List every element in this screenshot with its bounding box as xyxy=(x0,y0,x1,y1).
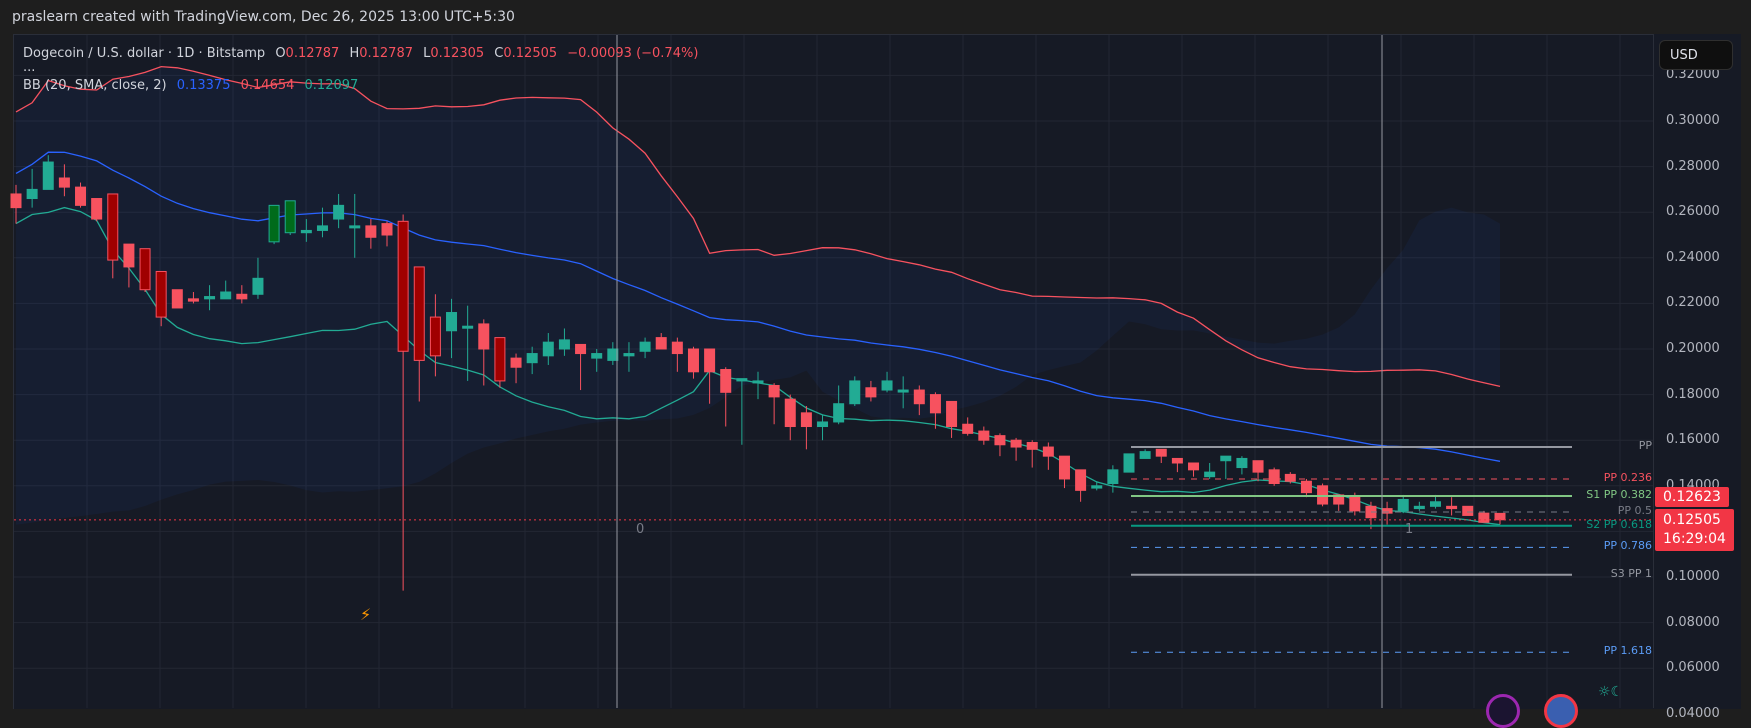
axis-tick: 0.04000 xyxy=(1666,705,1720,721)
low-label: L xyxy=(423,46,431,61)
lightning-icon[interactable]: ⚡ xyxy=(360,605,372,624)
pivot-label: PP 1.618 xyxy=(1603,644,1652,658)
session-sun-moon-icon[interactable]: ☼☾ xyxy=(1598,684,1624,700)
price-plot[interactable] xyxy=(0,0,1751,708)
high-label: H xyxy=(349,46,360,61)
more-toggle[interactable]: ... xyxy=(23,60,36,75)
close-label: C xyxy=(494,46,504,61)
pivot-label: PP 0.786 xyxy=(1603,539,1652,553)
axis-tick: 0.20000 xyxy=(1666,341,1720,356)
open-value: 0.12787 xyxy=(285,46,340,61)
marker-one: 1 xyxy=(1405,522,1414,537)
marker-zero: 0 xyxy=(636,522,645,537)
low-value: 0.12305 xyxy=(430,46,485,61)
axis-tick: 0.24000 xyxy=(1666,249,1720,265)
bb-row[interactable]: BB (20, SMA, close, 2) 0.13375 0.14654 0… xyxy=(23,76,698,96)
bb-upper-value: 0.14654 xyxy=(240,78,295,93)
axis-tick: 0.22000 xyxy=(1666,295,1720,311)
change-value: −0.00093 (−0.74%) xyxy=(567,46,699,61)
legend: Dogecoin / U.S. dollar · 1D · Bitstamp O… xyxy=(23,44,698,96)
us-flag-event-icon[interactable] xyxy=(1544,694,1578,728)
bb-basis-value: 0.13375 xyxy=(176,78,231,93)
pivot-label: S2 PP 0.618 xyxy=(1586,517,1652,531)
axis-tick: 0.28000 xyxy=(1666,158,1720,174)
last-price-tag: 0.12505 16:29:04 xyxy=(1655,509,1734,551)
axis-tick: 0.10000 xyxy=(1666,569,1720,584)
price-axis[interactable]: 0.32000 0.30000 0.28000 0.26000 0.24000 0.220… xyxy=(1653,34,1741,721)
caption-bar: praslearn created with TradingView.com, … xyxy=(0,0,1751,34)
pivot-label: PP 0.5 xyxy=(1617,504,1652,518)
countdown-value: 16:29:04 xyxy=(1663,531,1726,547)
bb-lower-value: 0.12097 xyxy=(304,78,359,93)
bb-label: BB (20, SMA, close, 2) xyxy=(23,78,167,93)
event-icon-purple[interactable] xyxy=(1486,694,1520,728)
axis-tick: 0.08000 xyxy=(1666,614,1720,630)
high-value: 0.12787 xyxy=(359,46,413,61)
axis-tick: 0.32000 xyxy=(1666,67,1720,83)
axis-tick: 0.30000 xyxy=(1666,113,1720,128)
axis-tick: 0.26000 xyxy=(1666,204,1720,220)
symbol-row[interactable]: Dogecoin / U.S. dollar · 1D · Bitstamp O… xyxy=(23,44,698,64)
pivot-label: PP 0.236 xyxy=(1603,470,1652,484)
caption-text: praslearn created with TradingView.com, … xyxy=(12,9,515,25)
axis-tick: 0.06000 xyxy=(1666,660,1720,676)
axis-tick: 0.18000 xyxy=(1666,386,1720,402)
symbol-title: Dogecoin / U.S. dollar · 1D · Bitstamp xyxy=(23,46,266,61)
last-price-value: 0.12505 xyxy=(1663,512,1721,528)
axis-tick: 0.16000 xyxy=(1666,432,1720,448)
currency-button[interactable]: USD xyxy=(1659,40,1733,70)
pivot-label: S1 PP 0.382 xyxy=(1586,488,1652,502)
pivot-label: S3 PP 1 xyxy=(1610,566,1652,580)
close-value: 0.12505 xyxy=(503,46,558,61)
pivot-label: PP xyxy=(1638,439,1652,453)
open-label: O xyxy=(275,46,286,61)
chart-pane[interactable] xyxy=(13,34,1741,709)
bb-price-tag: 0.12623 xyxy=(1655,487,1729,507)
right-gutter xyxy=(1740,34,1751,708)
